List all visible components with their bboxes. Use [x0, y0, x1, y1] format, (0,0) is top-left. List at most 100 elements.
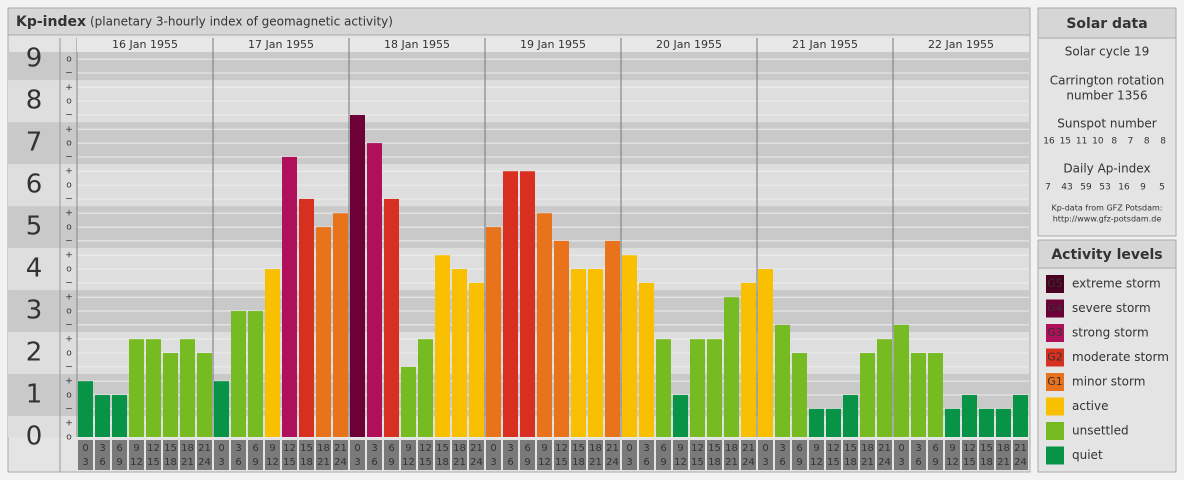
- hour-box: [503, 440, 518, 470]
- bar: [214, 381, 229, 437]
- bar: [503, 171, 518, 438]
- hour-box: [639, 440, 654, 470]
- hour-to: 18: [844, 457, 857, 468]
- level-swatch: [1046, 299, 1064, 318]
- sunspot-label: Sunspot number: [1057, 117, 1156, 131]
- hour-from: 0: [490, 443, 496, 454]
- y-tick-label: o: [66, 181, 72, 191]
- ap-index: 7: [1045, 183, 1051, 193]
- ap-index: 9: [1140, 183, 1146, 193]
- source: Kp-data from GFZ Potsdam:: [1052, 204, 1163, 213]
- hour-to: 6: [99, 457, 105, 468]
- bar: [231, 311, 246, 437]
- hour-to: 24: [1014, 457, 1027, 468]
- day-label: 20 Jan 1955: [656, 38, 722, 51]
- hour-to: 3: [218, 457, 224, 468]
- hour-box: [690, 440, 705, 470]
- y-major-label: 1: [26, 380, 43, 410]
- bar: [622, 255, 637, 437]
- bar: [860, 353, 875, 437]
- hour-box: [622, 440, 637, 470]
- hour-to: 12: [402, 457, 415, 468]
- hour-from: 18: [861, 443, 874, 454]
- bar: [163, 353, 178, 437]
- hour-box: [1013, 440, 1028, 470]
- hour-from: 15: [572, 443, 585, 454]
- hour-box: [605, 440, 620, 470]
- hour-box: [180, 440, 195, 470]
- hour-to: 15: [147, 457, 160, 468]
- y-major-label: 7: [26, 128, 43, 158]
- bar: [197, 353, 212, 437]
- hour-box: [588, 440, 603, 470]
- hour-to: 15: [691, 457, 704, 468]
- y-tick-label: +: [65, 251, 73, 261]
- level-name: quiet: [1072, 448, 1103, 462]
- hour-box: [469, 440, 484, 470]
- hour-from: 3: [235, 443, 241, 454]
- hour-to: 12: [266, 457, 279, 468]
- hour-box: [911, 440, 926, 470]
- y-tick-label: o: [66, 349, 72, 359]
- day-label: 18 Jan 1955: [384, 38, 450, 51]
- hour-from: 3: [371, 443, 377, 454]
- sunspot-number: 8: [1111, 137, 1117, 147]
- hour-from: 6: [660, 443, 666, 454]
- hour-box: [163, 440, 178, 470]
- hour-from: 18: [997, 443, 1010, 454]
- level-name: strong storm: [1072, 326, 1149, 340]
- hour-from: 21: [742, 443, 755, 454]
- hour-to: 6: [643, 457, 649, 468]
- sunspot-number: 15: [1060, 137, 1071, 147]
- bar: [384, 198, 399, 437]
- level-swatch: [1046, 275, 1064, 293]
- hour-from: 18: [589, 443, 602, 454]
- hour-box: [707, 440, 722, 470]
- hour-box: [299, 440, 314, 470]
- hour-from: 12: [691, 443, 704, 454]
- hour-to: 3: [354, 457, 360, 468]
- carrington: number 1356: [1066, 89, 1147, 103]
- band: [8, 52, 1029, 81]
- hour-box: [877, 440, 892, 470]
- hour-box: [129, 440, 144, 470]
- ap-label: Daily Ap-index: [1063, 162, 1150, 176]
- hour-from: 12: [147, 443, 160, 454]
- hour-box: [928, 440, 943, 470]
- y-tick-label: +: [65, 125, 73, 135]
- hour-from: 6: [932, 443, 938, 454]
- hour-box: [146, 440, 161, 470]
- hour-box: [367, 440, 382, 470]
- bar: [758, 269, 773, 437]
- hour-box: [962, 440, 977, 470]
- hour-to: 12: [946, 457, 959, 468]
- y-tick-label: −: [65, 110, 73, 120]
- day-label: 17 Jan 1955: [248, 38, 314, 51]
- hour-to: 18: [300, 457, 313, 468]
- level-badge: G4: [1047, 302, 1063, 315]
- level-swatch: [1046, 422, 1064, 440]
- hour-from: 6: [388, 443, 394, 454]
- bar: [333, 213, 348, 437]
- hour-to: 24: [742, 457, 755, 468]
- hour-box: [775, 440, 790, 470]
- hour-from: 3: [643, 443, 649, 454]
- hour-from: 21: [470, 443, 483, 454]
- level-name: extreme storm: [1072, 277, 1161, 291]
- hour-box: [282, 440, 297, 470]
- hour-from: 18: [181, 443, 194, 454]
- bar: [180, 339, 195, 437]
- hour-to: 3: [762, 457, 768, 468]
- hour-box: [673, 440, 688, 470]
- hour-box: [571, 440, 586, 470]
- hour-from: 3: [99, 443, 105, 454]
- level-badge: G3: [1047, 326, 1063, 339]
- hour-box: [537, 440, 552, 470]
- hour-to: 3: [490, 457, 496, 468]
- y-major-label: 6: [26, 170, 43, 200]
- day-label: 21 Jan 1955: [792, 38, 858, 51]
- hour-to: 18: [164, 457, 177, 468]
- hour-box: [486, 440, 501, 470]
- hour-from: 0: [626, 443, 632, 454]
